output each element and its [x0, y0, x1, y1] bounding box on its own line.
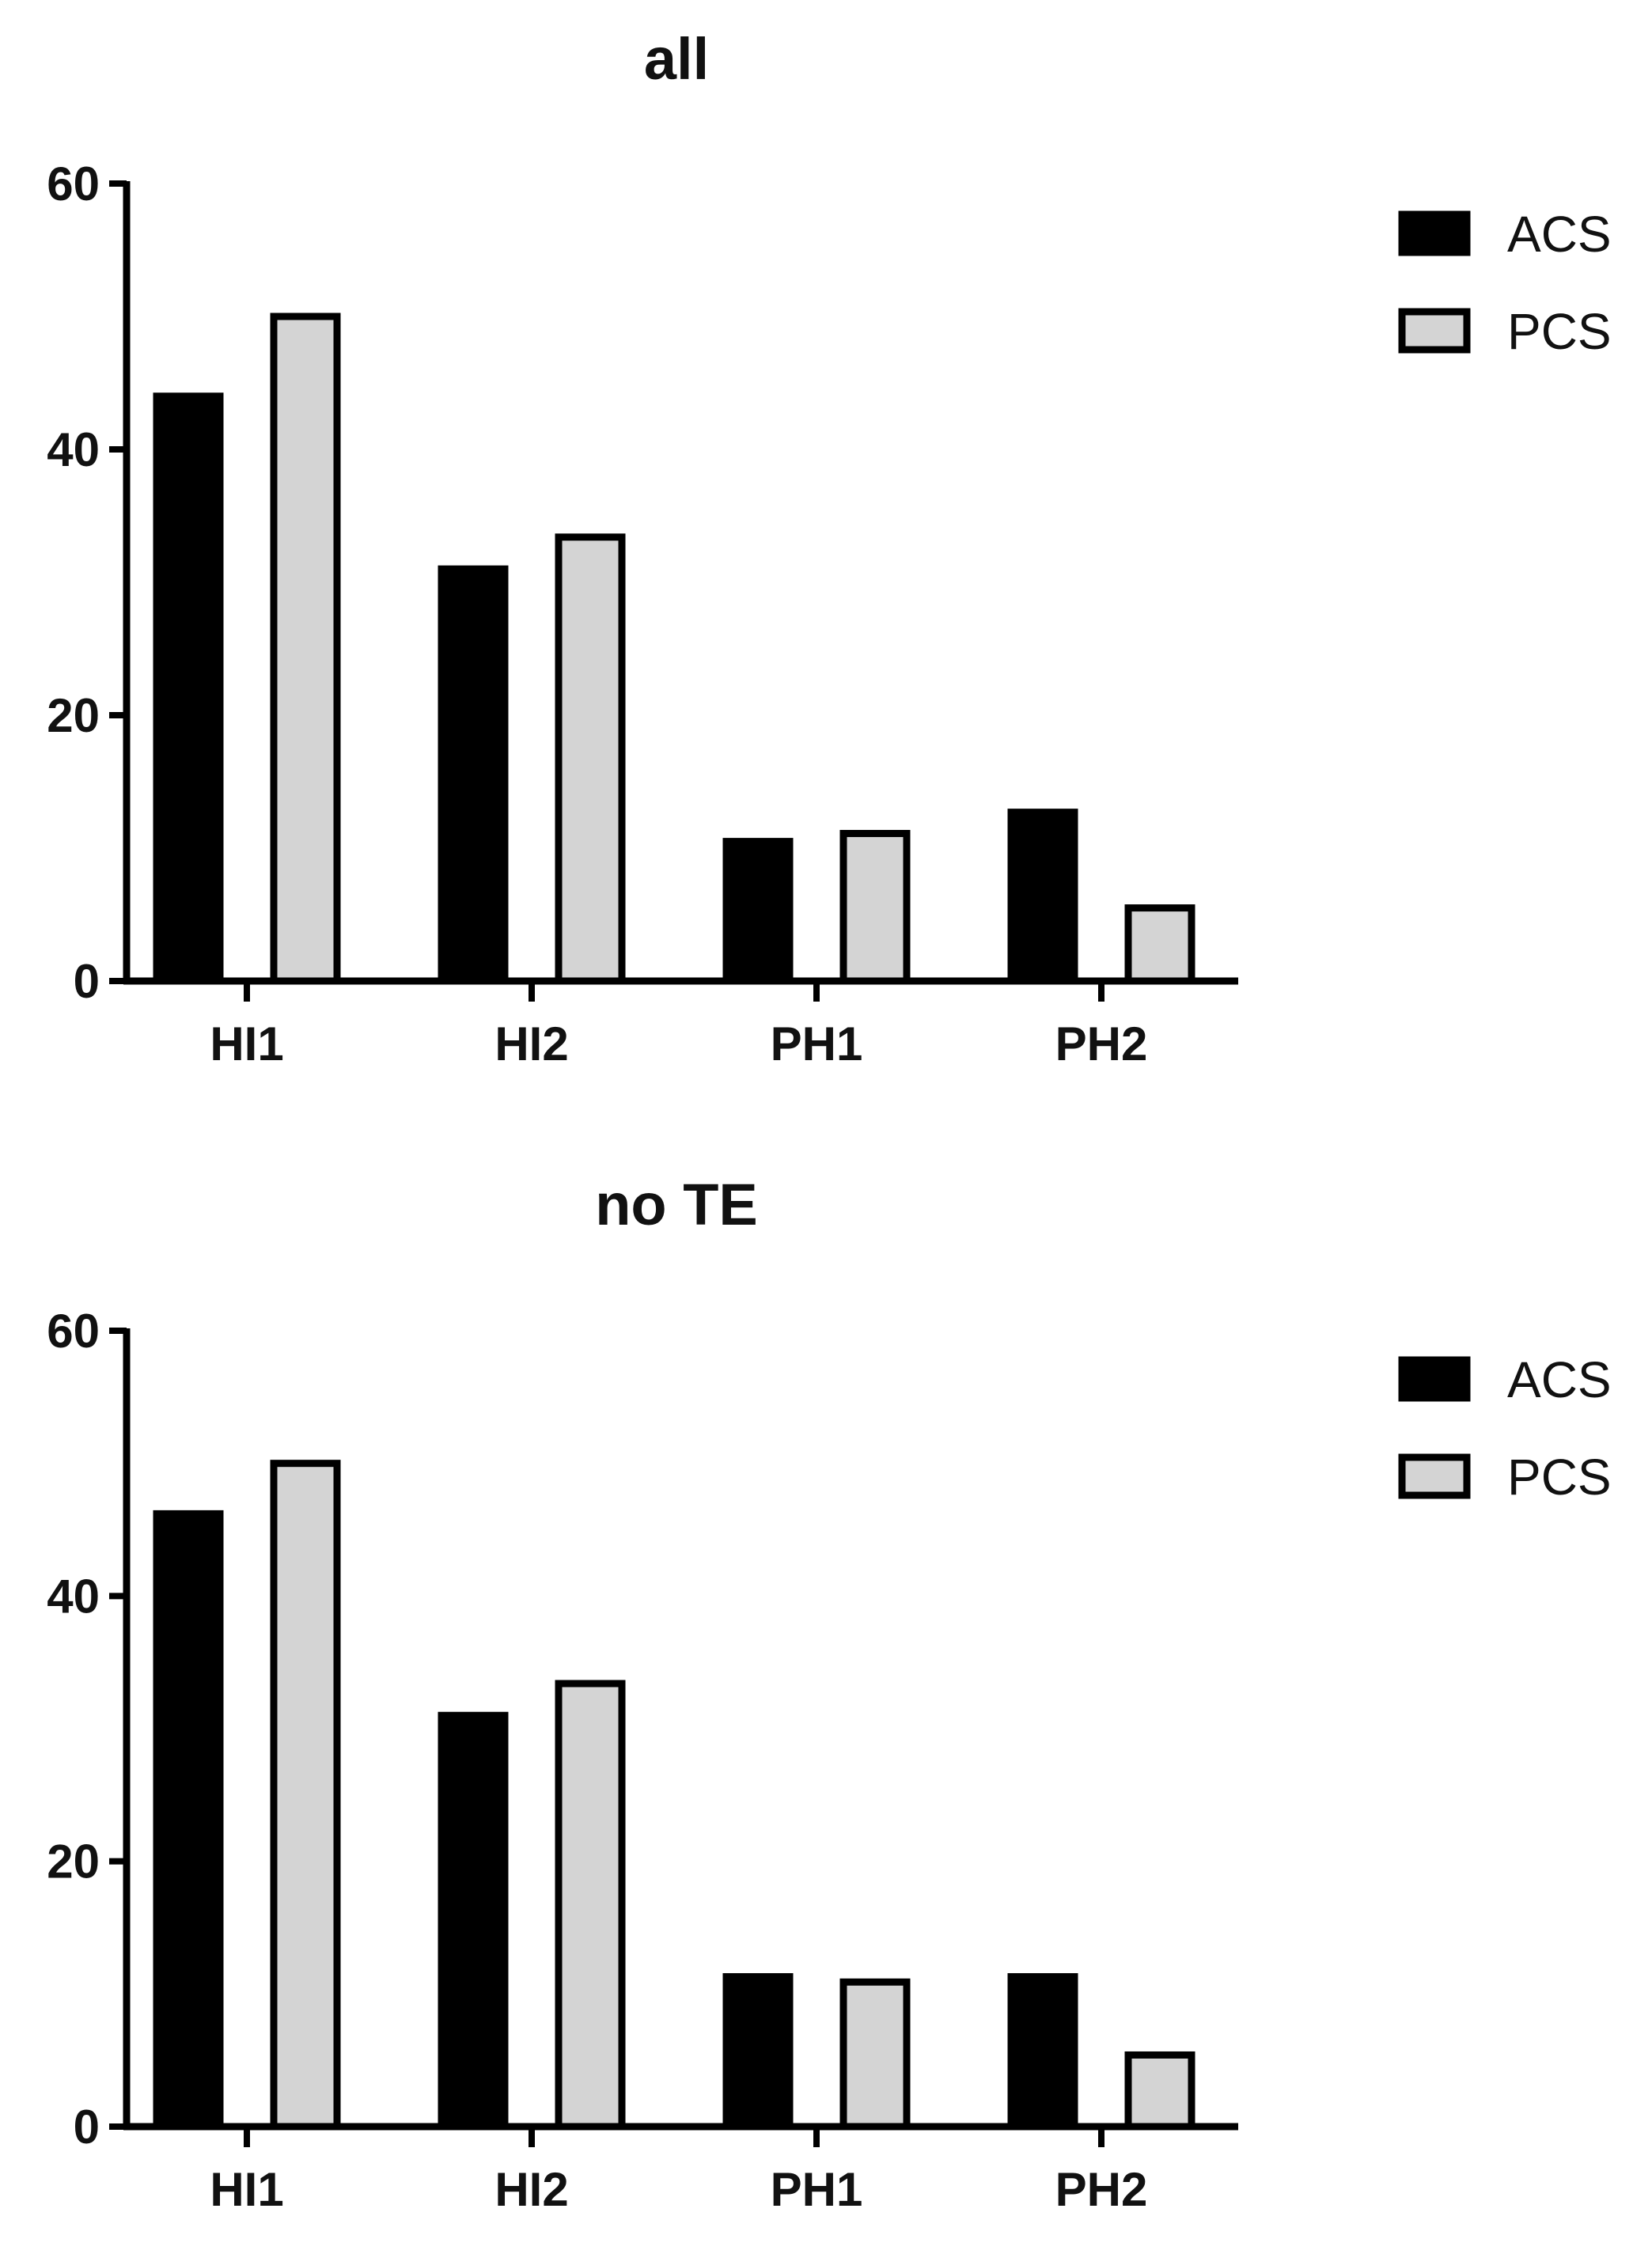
bar-pcs-ph2	[1124, 2051, 1195, 2131]
chart-all: all 0 20 40 60 HI1 HI2 PH1 PH2 ACS PCS	[47, 26, 1611, 1070]
bar-acs-ph2	[1007, 809, 1078, 985]
chart-title: no TE	[595, 1172, 758, 1237]
legend-swatch-acs	[1398, 1356, 1471, 1402]
y-tick-label: 40	[47, 423, 100, 476]
bar-pcs-ph1	[839, 1978, 911, 2131]
bar-pcs-hi1	[270, 1460, 341, 2131]
x-tick-label: PH2	[1055, 1017, 1148, 1070]
y-tick-label: 40	[47, 1570, 100, 1623]
y-tick-label: 0	[74, 955, 100, 1008]
bar-acs-hi1	[153, 392, 224, 985]
legend-label-acs: ACS	[1507, 1351, 1612, 1408]
x-tick-label: HI2	[494, 2163, 568, 2216]
legend-swatch-acs	[1398, 210, 1471, 256]
legend-swatch-pcs	[1398, 308, 1471, 354]
bar-pcs-ph2	[1124, 904, 1195, 985]
x-tick-label: HI1	[210, 1017, 283, 1070]
x-tick-label: PH2	[1055, 2163, 1148, 2216]
chart-no-te: no TE 0 20 40 60 HI1 HI2 PH1 PH2 ACS PCS	[47, 1172, 1611, 2216]
y-tick-label: 60	[47, 1305, 100, 1358]
legend-label-acs: ACS	[1507, 206, 1612, 263]
bar-acs-hi2	[438, 1711, 509, 2131]
x-tick-label: PH1	[771, 1017, 863, 1070]
bar-acs-ph1	[722, 838, 794, 985]
bar-acs-hi1	[153, 1510, 224, 2131]
legend-swatch-pcs	[1398, 1453, 1471, 1499]
y-tick-label: 0	[74, 2101, 100, 2154]
chart-title: all	[644, 26, 709, 92]
x-tick-label: HI2	[494, 1017, 568, 1070]
legend-label-pcs: PCS	[1507, 303, 1612, 360]
y-tick-label: 60	[47, 157, 100, 210]
bar-pcs-hi2	[555, 533, 626, 985]
bar-pcs-ph1	[839, 830, 911, 985]
bar-pcs-hi2	[555, 1680, 626, 2131]
bar-acs-ph2	[1007, 1973, 1078, 2131]
bar-pcs-hi1	[270, 313, 341, 985]
bar-acs-ph1	[722, 1973, 794, 2131]
x-tick-label: HI1	[210, 2163, 283, 2216]
y-tick-label: 20	[47, 1835, 100, 1888]
bar-acs-hi2	[438, 565, 509, 985]
legend-label-pcs: PCS	[1507, 1449, 1612, 1506]
x-tick-label: PH1	[771, 2163, 863, 2216]
y-tick-label: 20	[47, 689, 100, 742]
